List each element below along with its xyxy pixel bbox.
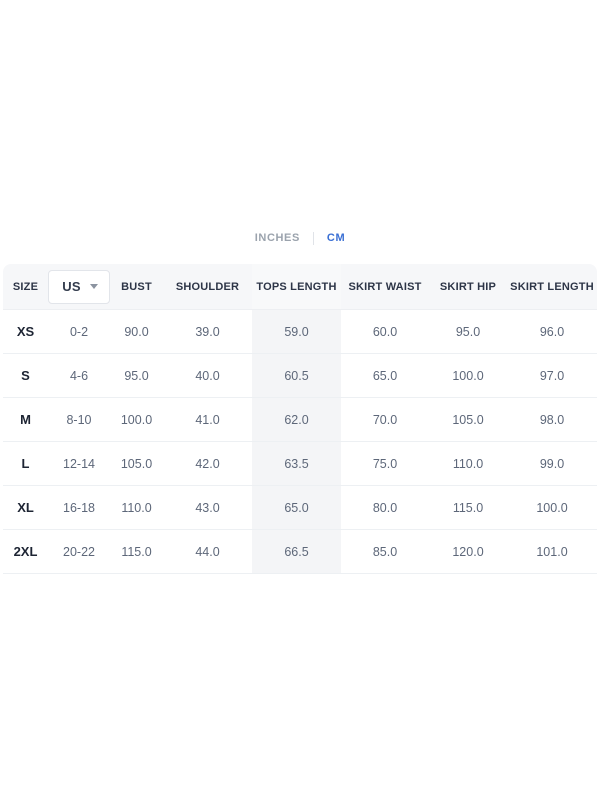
cell-skirt-hip: 100.0 [429,354,507,398]
cell-bust: 115.0 [110,530,163,574]
cell-tops-length: 65.0 [252,486,341,530]
cell-skirt-length: 101.0 [507,530,597,574]
cell-us: 12-14 [48,442,110,486]
cell-skirt-length: 100.0 [507,486,597,530]
cell-shoulder: 43.0 [163,486,252,530]
column-header-size: SIZE [3,264,48,310]
size-table-header: SIZE US BUST SHOULDER TOPS LENGTH SKIRT … [3,264,597,310]
cell-shoulder: 41.0 [163,398,252,442]
cell-size: 2XL [3,530,48,574]
tab-cm[interactable]: CM [326,232,346,244]
cell-tops-length: 59.0 [252,310,341,354]
cell-bust: 90.0 [110,310,163,354]
tab-inches[interactable]: INCHES [254,232,300,244]
table-row: XS 0-2 90.0 39.0 59.0 60.0 95.0 96.0 [3,310,597,354]
cell-skirt-waist: 70.0 [341,398,429,442]
cell-us: 4-6 [48,354,110,398]
cell-bust: 110.0 [110,486,163,530]
size-table-body: XS 0-2 90.0 39.0 59.0 60.0 95.0 96.0 S 4-6 95.0 40.… [3,310,597,574]
cell-size: L [3,442,48,486]
column-header-unit: US [48,264,110,310]
cell-us: 0-2 [48,310,110,354]
unit-tabs: INCHES CM [0,229,600,247]
cell-skirt-hip: 95.0 [429,310,507,354]
cell-skirt-waist: 60.0 [341,310,429,354]
column-header-skirt-length: SKIRT LENGTH [507,264,597,310]
table-row: XL 16-18 110.0 43.0 65.0 80.0 115.0 100.0 [3,486,597,530]
cell-skirt-waist: 75.0 [341,442,429,486]
cell-tops-length: 62.0 [252,398,341,442]
cell-bust: 105.0 [110,442,163,486]
tab-divider [312,231,314,245]
cell-skirt-waist: 85.0 [341,530,429,574]
cell-shoulder: 44.0 [163,530,252,574]
cell-size: XS [3,310,48,354]
cell-tops-length: 66.5 [252,530,341,574]
cell-skirt-length: 96.0 [507,310,597,354]
cell-skirt-length: 97.0 [507,354,597,398]
cell-tops-length: 63.5 [252,442,341,486]
cell-skirt-hip: 110.0 [429,442,507,486]
cell-size: M [3,398,48,442]
cell-size: S [3,354,48,398]
cell-bust: 95.0 [110,354,163,398]
table-row: S 4-6 95.0 40.0 60.5 65.0 100.0 97.0 [3,354,597,398]
unit-dropdown[interactable]: US [48,269,110,304]
cell-us: 8-10 [48,398,110,442]
table-row: 2XL 20-22 115.0 44.0 66.5 85.0 120.0 101.0 [3,530,597,574]
cell-skirt-hip: 115.0 [429,486,507,530]
cell-us: 20-22 [48,530,110,574]
column-header-bust: BUST [110,264,163,310]
cell-skirt-hip: 105.0 [429,398,507,442]
cell-shoulder: 42.0 [163,442,252,486]
size-chart-panel: INCHES CM SIZE US BUST SHOULDER TOPS LEN… [0,229,600,574]
cell-skirt-length: 98.0 [507,398,597,442]
cell-us: 16-18 [48,486,110,530]
cell-skirt-waist: 65.0 [341,354,429,398]
size-table: SIZE US BUST SHOULDER TOPS LENGTH SKIRT … [3,264,597,574]
cell-skirt-length: 99.0 [507,442,597,486]
chevron-down-icon [89,284,98,289]
table-row: L 12-14 105.0 42.0 63.5 75.0 110.0 99.0 [3,442,597,486]
cell-skirt-hip: 120.0 [429,530,507,574]
cell-bust: 100.0 [110,398,163,442]
cell-skirt-waist: 80.0 [341,486,429,530]
cell-shoulder: 39.0 [163,310,252,354]
column-header-shoulder: SHOULDER [163,264,252,310]
column-header-tops-length: TOPS LENGTH [252,264,341,310]
column-header-skirt-waist: SKIRT WAIST [341,264,429,310]
column-header-skirt-hip: SKIRT HIP [429,264,507,310]
cell-shoulder: 40.0 [163,354,252,398]
unit-dropdown-value: US [62,279,81,294]
cell-tops-length: 60.5 [252,354,341,398]
table-row: M 8-10 100.0 41.0 62.0 70.0 105.0 98.0 [3,398,597,442]
cell-size: XL [3,486,48,530]
